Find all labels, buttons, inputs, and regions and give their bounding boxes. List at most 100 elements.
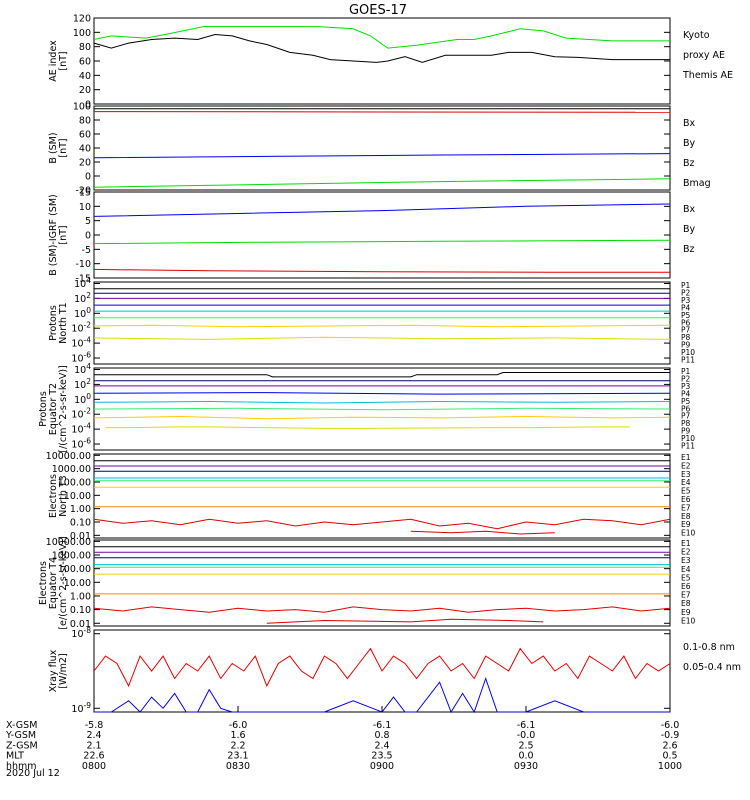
legend-entry: E2 <box>681 548 691 557</box>
legend-entry: P3 <box>681 382 691 391</box>
legend-entry: E7 <box>681 503 691 512</box>
legend-entry: E8 <box>681 512 691 521</box>
y-tick-label: 10 <box>79 202 91 213</box>
x-tick-label: -6.1 <box>517 720 536 731</box>
x-tick-label: 2.5 <box>518 740 533 751</box>
legend-entry: P11 <box>681 442 695 451</box>
y-tick-label: 100 <box>73 102 91 113</box>
legend-entry: E6 <box>681 582 691 591</box>
series-by <box>93 239 671 245</box>
y-axis-label: Xray flux <box>48 649 59 692</box>
legend-entry: E3 <box>681 470 691 479</box>
legend-entry: P3 <box>681 296 691 305</box>
figure-title: GOES-17 <box>349 3 407 18</box>
y-tick-label: 1000.00 <box>52 551 91 562</box>
x-tick-label: 0.5 <box>662 751 677 762</box>
y-tick-label: 10-2 <box>71 321 91 335</box>
x-row-name: hhmm <box>6 761 37 772</box>
legend-entry: P8 <box>681 419 691 428</box>
x-tick-label: 0830 <box>226 761 250 772</box>
legend-entry: P5 <box>681 311 691 320</box>
series-bx <box>93 153 671 159</box>
series-bz <box>93 111 671 113</box>
y-tick-label: 1.00 <box>70 504 91 515</box>
legend-entry: Bmag <box>683 178 711 189</box>
x-tick-label: 0.8 <box>374 730 389 741</box>
x-row-name: Z-GSM <box>6 740 38 751</box>
x-tick-label: 0930 <box>514 761 538 772</box>
legend-entry: P9 <box>681 427 691 436</box>
x-tick-label: 23.1 <box>227 751 248 762</box>
x-row-name: X-GSM <box>6 720 37 731</box>
x-tick-label: 1.6 <box>230 730 245 741</box>
legend-entry: E2 <box>681 461 691 470</box>
x-tick-label: 0900 <box>370 761 394 772</box>
series-e9 <box>93 518 671 530</box>
y-tick-label: 0.10 <box>70 605 91 616</box>
y-tick-label: 10000.00 <box>46 537 91 548</box>
y-tick-label: 120 <box>73 14 91 25</box>
y-tick-label: 100.00 <box>58 478 91 489</box>
y-tick-label: 102 <box>74 291 91 305</box>
legend-entry: P4 <box>681 389 691 398</box>
legend-entry: Bx <box>683 204 696 215</box>
panel-8: 10-9 10-8 Xray flux [W/m2] 0.1-0.8 nm 0.05-0.… <box>48 626 741 715</box>
legend-entry: E9 <box>681 520 691 529</box>
y-tick-label: 1.00 <box>70 591 91 602</box>
legend-entry: E10 <box>681 616 696 625</box>
y-axis-label: North T1 <box>58 302 69 343</box>
legend-entry: E8 <box>681 599 691 608</box>
legend-entry: P2 <box>681 288 691 297</box>
y-tick-label: 0 <box>85 100 91 111</box>
y-tick-label: 40 <box>79 71 91 82</box>
x-tick-label: 0.0 <box>518 751 533 762</box>
x-tick-label: 2.1 <box>86 740 101 751</box>
panel-frame <box>93 105 671 191</box>
legend-entry: P7 <box>681 412 691 421</box>
legend-entry: P5 <box>681 397 691 406</box>
y-tick-label: 80 <box>79 42 91 53</box>
legend-entry: P1 <box>681 281 691 290</box>
panel-6: 0.01 0.10 1.00 10.00 100.00 1000.00 10000.00 El… <box>46 451 696 542</box>
y-axis-label: Protons <box>38 391 49 427</box>
y-axis-label: [/(cm^2-s-sr-keV)] <box>58 365 69 453</box>
y-tick-label: 100 <box>74 392 91 406</box>
y-tick-label: 100.00 <box>58 564 91 575</box>
y-tick-label: 10-4 <box>71 422 91 436</box>
y-axis-label: Equator T4 <box>48 557 59 609</box>
series-p4 <box>93 392 671 395</box>
y-tick-label: 60 <box>79 57 91 68</box>
panel-3: -15 -10 -5 0 5 10 15 B (SM)-IGRF (SM) [nT] Bx By Bz <box>48 188 696 285</box>
panel-frame <box>93 539 671 627</box>
x-tick-label: -0.9 <box>661 730 680 741</box>
legend-entry: P11 <box>681 356 695 365</box>
panel-7: 0.01 0.10 1.00 10.00 100.00 1000.00 10000.00 El… <box>38 536 696 629</box>
y-tick-label: 1000.00 <box>52 464 91 475</box>
y-tick-label: -5 <box>82 245 91 256</box>
legend-entry: P10 <box>681 434 695 443</box>
legend-entry: E1 <box>681 453 691 462</box>
y-tick-label: 10000.00 <box>46 451 91 462</box>
x-tick-label: 2.4 <box>374 740 389 751</box>
x-tick-label: 1000 <box>658 761 682 772</box>
series-p6 <box>93 407 671 411</box>
x-tick-label: -6.1 <box>373 720 392 731</box>
panel-frame <box>93 453 671 539</box>
x-tick-label: 2.4 <box>86 730 101 741</box>
panel-1: 0 20 40 60 80 100 120 AE index [nT] Kyoto proxy AE… <box>48 14 733 111</box>
y-axis-label: North T3 <box>58 475 69 516</box>
legend-entry: E3 <box>681 556 691 565</box>
y-tick-label: 10-6 <box>71 437 91 451</box>
legend-entry: Kyoto <box>683 30 710 41</box>
x-tick-label: -6.0 <box>229 720 248 731</box>
y-tick-label: 20 <box>79 85 91 96</box>
y-tick-label: 0 <box>85 172 91 183</box>
legend-entry: E5 <box>681 487 691 496</box>
y-tick-label: 0.01 <box>70 619 91 630</box>
y-axis-label: [nT] <box>58 138 69 157</box>
series-kyoto-proxy-ae <box>93 26 670 49</box>
legend-entry: E5 <box>681 573 691 582</box>
